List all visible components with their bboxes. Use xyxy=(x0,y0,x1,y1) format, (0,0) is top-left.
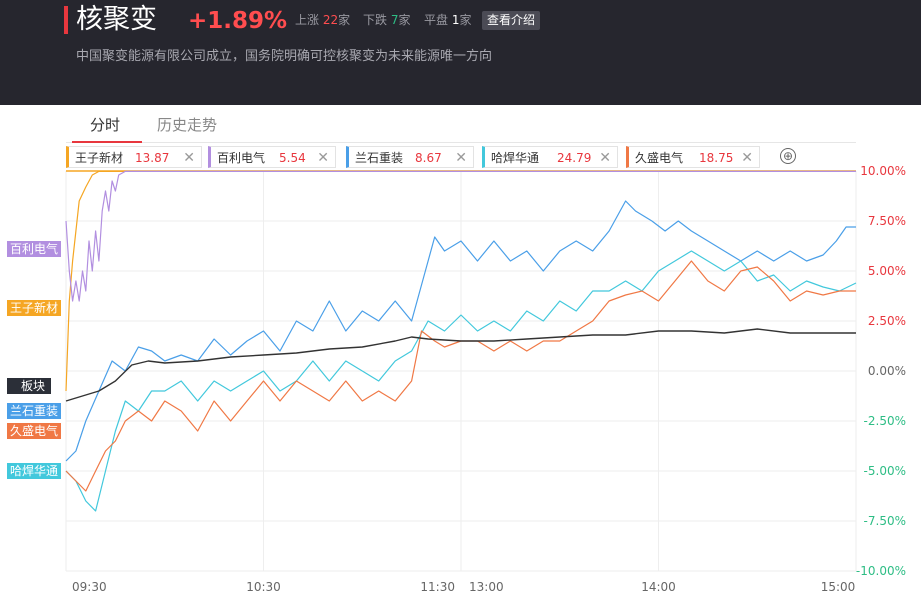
label-baili: 百利电气 xyxy=(7,241,62,257)
down-stat: 下跌 7家 xyxy=(363,13,411,27)
chart-grid xyxy=(65,170,857,572)
y-tick-label: -2.50% xyxy=(864,414,906,428)
x-tick-label: 13:00 xyxy=(469,580,504,594)
series-line xyxy=(65,260,856,492)
header-panel: 核聚变 +1.89% 上涨 22家 下跌 7家 平盘 1家 查看介绍 中国聚变能… xyxy=(0,0,921,105)
sector-description: 中国聚变能源有限公司成立，国务院明确可控核聚变为未来能源唯一方向 xyxy=(76,49,493,64)
tab-bar: 分时 历史走势 xyxy=(0,105,921,143)
chip-name: 哈焊华通 xyxy=(491,151,540,165)
chip-wangzi[interactable]: 王子新材 13.87 ✕ xyxy=(66,146,202,168)
chip-price: 8.67 xyxy=(415,151,442,165)
close-icon[interactable]: ✕ xyxy=(599,150,611,166)
chip-price: 24.79 xyxy=(557,151,592,165)
x-tick-label: 09:30 xyxy=(72,580,107,594)
flat-stat: 平盘 1家 xyxy=(424,13,472,27)
chip-lanshi[interactable]: 兰石重装 8.67 ✕ xyxy=(346,146,474,168)
x-axis-ticks: 09:30 10:30 11:30 13:00 14:00 15:00 xyxy=(72,580,855,594)
y-tick-label: 2.50% xyxy=(868,314,906,328)
chip-name: 久盛电气 xyxy=(635,151,684,165)
chip-name: 王子新材 xyxy=(75,151,124,165)
y-tick-label: 7.50% xyxy=(868,214,906,228)
chip-jiusheng[interactable]: 久盛电气 18.75 ✕ xyxy=(626,146,760,168)
sector-title: 核聚变 xyxy=(76,4,157,35)
chip-baili[interactable]: 百利电气 5.54 ✕ xyxy=(208,146,336,168)
up-stat: 上涨 22家 xyxy=(295,13,351,27)
active-tab-underline xyxy=(72,141,142,143)
label-lanshi: 兰石重装 xyxy=(7,403,62,419)
chip-price: 5.54 xyxy=(279,151,306,165)
tab-intraday[interactable]: 分时 xyxy=(90,116,121,134)
y-tick-label: 5.00% xyxy=(868,264,906,278)
series-line xyxy=(65,170,856,302)
chip-name: 兰石重装 xyxy=(355,151,404,165)
sector-change: +1.89% xyxy=(188,8,288,34)
chart-lines xyxy=(65,170,857,512)
chip-price: 18.75 xyxy=(699,151,734,165)
y-tick-label: -10.00% xyxy=(856,564,906,578)
series-line xyxy=(65,170,856,392)
label-hahan: 哈焊华通 xyxy=(7,463,62,479)
y-axis-ticks: 10.00% 7.50% 5.00% 2.50% 0.00% -2.50% -5.00% -7… xyxy=(856,164,906,578)
series-line xyxy=(65,200,856,462)
x-tick-label: 15:00 xyxy=(821,580,856,594)
title-accent-bar xyxy=(64,6,68,34)
series-line xyxy=(65,328,856,402)
series-line xyxy=(65,250,857,512)
chip-name: 百利电气 xyxy=(217,151,266,165)
y-tick-label: 0.00% xyxy=(868,364,906,378)
view-intro-button[interactable]: 查看介绍 xyxy=(482,11,541,30)
x-tick-label: 10:30 xyxy=(246,580,281,594)
close-icon[interactable]: ✕ xyxy=(317,150,329,166)
add-stock-icon[interactable]: ⊕ xyxy=(780,148,796,164)
label-jiusheng: 久盛电气 xyxy=(7,423,62,439)
close-icon[interactable]: ✕ xyxy=(455,150,467,166)
y-tick-label: 10.00% xyxy=(860,164,906,178)
x-tick-label: 11:30 xyxy=(420,580,455,594)
chip-price: 13.87 xyxy=(135,151,170,165)
close-icon[interactable]: ✕ xyxy=(183,150,195,166)
label-wangzi: 王子新材 xyxy=(7,300,62,316)
label-sector: 板块 xyxy=(7,378,52,394)
x-tick-label: 14:00 xyxy=(641,580,676,594)
y-tick-label: -5.00% xyxy=(864,464,906,478)
y-tick-label: -7.50% xyxy=(864,514,906,528)
tab-history[interactable]: 历史走势 xyxy=(157,116,218,134)
close-icon[interactable]: ✕ xyxy=(741,150,753,166)
tab-divider xyxy=(66,142,856,143)
chip-hahan[interactable]: 哈焊华通 24.79 ✕ xyxy=(482,146,618,168)
